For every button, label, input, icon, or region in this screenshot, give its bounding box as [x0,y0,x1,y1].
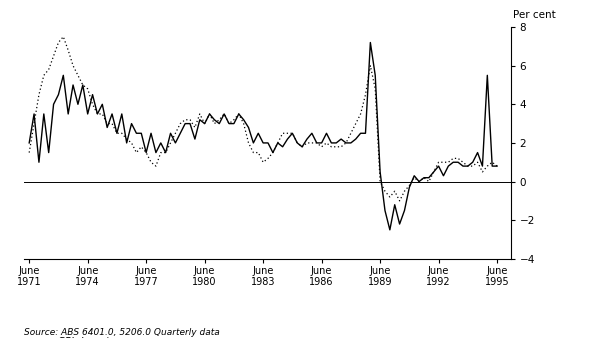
CPI, housing group [40,112,47,116]
IPD, private gross fixed capital
expenditures on dwellings [40,73,47,77]
IPD, private gross fixed capital
expenditures on dwellings [152,164,159,168]
Text: Per cent: Per cent [513,10,556,20]
IPD, private gross fixed capital
expenditures on dwellings [60,35,67,39]
Text: Source: ABS 6401.0, 5206.0 Quarterly data: Source: ABS 6401.0, 5206.0 Quarterly dat… [24,328,220,337]
CPI, housing group [396,222,403,226]
CPI, housing group [386,228,393,232]
CPI, housing group [367,41,374,45]
IPD, private gross fixed capital
expenditures on dwellings [26,150,33,154]
IPD, private gross fixed capital
expenditures on dwellings [391,189,398,193]
IPD, private gross fixed capital
expenditures on dwellings [299,145,306,149]
CPI, housing group [147,131,154,135]
IPD, private gross fixed capital
expenditures on dwellings [396,199,403,203]
IPD, private gross fixed capital
expenditures on dwellings [264,156,272,161]
CPI, housing group [60,73,67,77]
IPD, private gross fixed capital
expenditures on dwellings [64,48,72,52]
Line: IPD, private gross fixed capital
expenditures on dwellings: IPD, private gross fixed capital expendi… [29,37,497,201]
Line: CPI, housing group: CPI, housing group [29,43,497,230]
CPI, housing group [294,141,301,145]
Legend: CPI, housing group, IPD, private gross fixed capital
expenditures on dwellings: CPI, housing group, IPD, private gross f… [15,333,222,338]
CPI, housing group [494,164,501,168]
CPI, housing group [260,141,267,145]
CPI, housing group [26,141,33,145]
IPD, private gross fixed capital
expenditures on dwellings [494,164,501,168]
